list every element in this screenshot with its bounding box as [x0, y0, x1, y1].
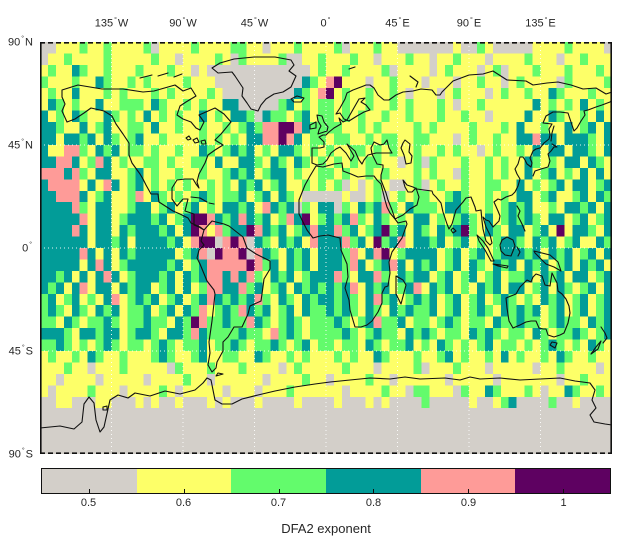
colorbar-segment	[326, 469, 421, 493]
x-tick-label: 90°W	[169, 17, 197, 30]
y-tick-label: 90°N	[7, 35, 33, 49]
x-tick-label: 45°E	[385, 17, 410, 30]
colorbar-segment	[231, 469, 327, 493]
y-tick-label: 0°	[22, 241, 32, 255]
heatmap-cells	[40, 42, 612, 454]
colorbar-tick	[562, 489, 564, 493]
y-tick-label: 45°S	[8, 344, 33, 358]
colorbar-segment	[136, 469, 232, 493]
colorbar-tick	[89, 489, 91, 493]
colorbar-tick-label: 1	[560, 497, 567, 509]
colorbar-tick-label: 0.8	[365, 497, 382, 509]
x-tick-label: 135°W	[94, 17, 129, 30]
coastlines	[40, 56, 612, 433]
y-tick-label: 90°S	[8, 447, 33, 461]
map-plot-area	[40, 42, 612, 454]
x-tick-label: 0°	[320, 17, 331, 30]
colorbar-label: DFA2 exponent	[281, 521, 371, 536]
colorbar-tick	[373, 489, 375, 493]
colorbar-tick-label: 0.5	[80, 497, 97, 509]
colorbar-segment	[420, 469, 516, 493]
colorbar-segment	[42, 469, 137, 493]
world-heatmap	[40, 42, 612, 454]
map-frame-border	[40, 42, 612, 454]
x-tick-label: 135°E	[525, 17, 556, 30]
colorbar-tick-label: 0.7	[270, 497, 287, 509]
colorbar-tick-labels: 0.5 0.6 0.7 0.8 0.9 1	[41, 497, 611, 512]
x-tick-label: 45°W	[240, 17, 269, 30]
colorbar-tick-label: 0.6	[175, 497, 192, 509]
longitude-axis: 135°W 90°W 45°W 0° 45°E 90°E 135°E	[40, 6, 612, 32]
y-tick-label: 45°N	[7, 138, 33, 152]
graticule-lines	[40, 42, 612, 454]
colorbar-tick	[184, 489, 185, 493]
x-tick-label: 90°E	[456, 17, 482, 30]
colorbar	[41, 468, 611, 494]
colorbar-segment	[515, 469, 611, 493]
colorbar-tick	[278, 489, 280, 493]
colorbar-tick-label: 0.9	[460, 497, 477, 509]
latitude-axis: 90°N 45°N 0° 45°S 90°S	[0, 36, 36, 461]
colorbar-tick	[468, 489, 470, 493]
